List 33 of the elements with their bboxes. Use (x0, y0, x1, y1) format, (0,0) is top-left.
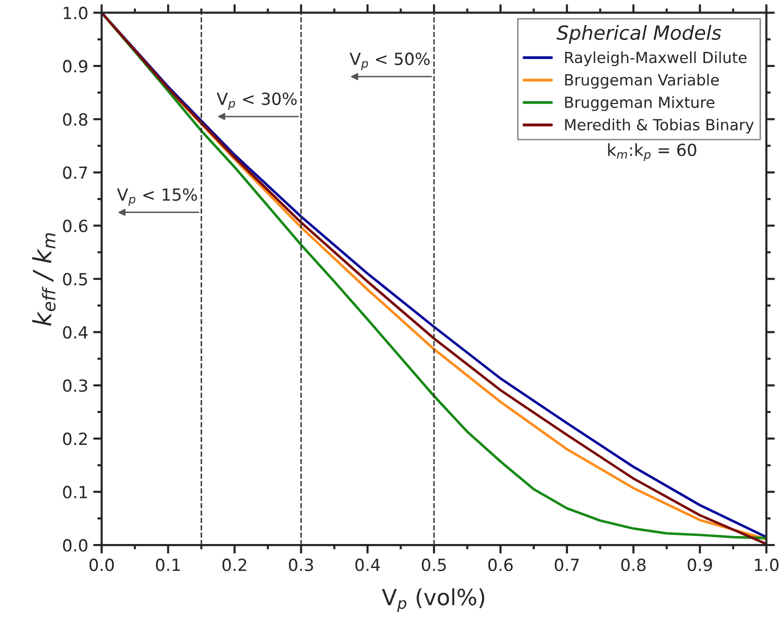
x-tick-label: 0.2 (222, 558, 246, 572)
x-tick-label: 0.7 (554, 558, 579, 572)
y-axis-title: k$_{eff}$ / k$_{m}$ (32, 233, 56, 326)
x-tick-label: 1.0 (754, 558, 779, 572)
x-tick-label: 0.1 (156, 558, 180, 572)
legend-label: Bruggeman Variable (565, 74, 719, 89)
y-tick-label: 0.0 (63, 539, 88, 552)
x-tick-label: 0.0 (90, 558, 114, 572)
x-tick-label: 0.4 (355, 558, 380, 572)
legend-label: Rayleigh-Maxwell Dilute (565, 51, 746, 66)
x-tick-label: 0.6 (488, 558, 513, 572)
y-tick-label: 0.3 (63, 379, 88, 392)
ref-line-label: V$_{p}$ < 50% (350, 52, 430, 70)
x-tick-label: 0.5 (422, 558, 446, 572)
legend-label: Meredith & Tobias Binary (565, 118, 754, 134)
y-tick-label: 0.9 (63, 60, 88, 73)
y-tick-label: 0.5 (63, 272, 88, 286)
y-tick-label: 0.1 (63, 486, 87, 498)
legend-label: Bruggeman Mixture (565, 96, 714, 112)
legend-title: Spherical Models (556, 24, 722, 44)
x-tick-label: 0.9 (688, 558, 712, 572)
y-tick-label: 0.8 (63, 113, 88, 126)
y-tick-label: 0.4 (63, 326, 88, 339)
x-tick-label: 0.3 (288, 558, 313, 572)
x-axis-title: V$_{p}$ (vol%) (382, 588, 484, 612)
ref-line-label: V$_{p}$ < 15% (117, 188, 197, 206)
y-tick-label: 1.0 (64, 6, 88, 20)
y-tick-label: 0.2 (63, 432, 87, 446)
x-tick-label: 0.8 (621, 558, 646, 572)
ref-line-label: V$_{p}$ < 30% (216, 92, 297, 110)
y-tick-label: 0.7 (63, 166, 88, 179)
y-tick-label: 0.6 (63, 220, 88, 232)
annotation: k$_{m}$:k$_{p}$ = 60 (608, 143, 696, 162)
